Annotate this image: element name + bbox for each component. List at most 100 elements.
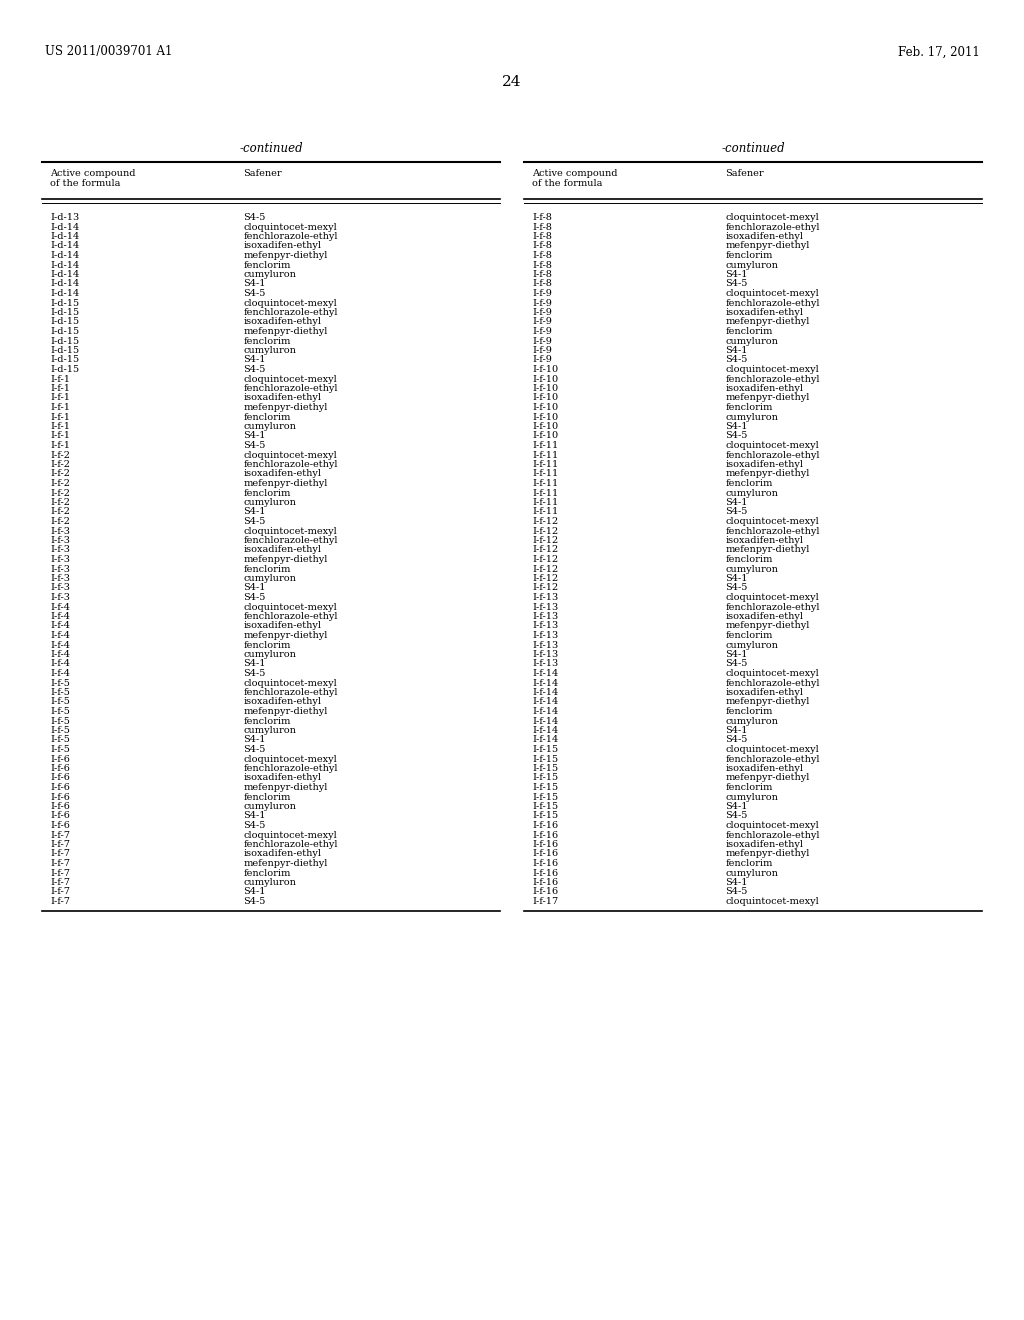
- Text: I-f-10: I-f-10: [532, 393, 558, 403]
- Text: I-f-1: I-f-1: [50, 384, 70, 393]
- Text: cloquintocet-mexyl: cloquintocet-mexyl: [726, 593, 819, 602]
- Text: S4-5: S4-5: [726, 432, 748, 441]
- Text: S4-5: S4-5: [726, 660, 748, 668]
- Text: S4-1: S4-1: [726, 498, 748, 507]
- Text: fenclorim: fenclorim: [244, 869, 291, 878]
- Text: fenclorim: fenclorim: [244, 640, 291, 649]
- Text: I-f-5: I-f-5: [50, 735, 70, 744]
- Text: isoxadifen-ethyl: isoxadifen-ethyl: [244, 545, 322, 554]
- Text: S4-1: S4-1: [244, 812, 266, 821]
- Text: I-f-1: I-f-1: [50, 403, 70, 412]
- Text: isoxadifen-ethyl: isoxadifen-ethyl: [244, 470, 322, 479]
- Text: I-d-14: I-d-14: [50, 280, 79, 289]
- Text: S4-1: S4-1: [726, 878, 748, 887]
- Text: cumyluron: cumyluron: [244, 574, 296, 583]
- Text: I-f-1: I-f-1: [50, 441, 70, 450]
- Text: I-f-13: I-f-13: [532, 593, 558, 602]
- Text: isoxadifen-ethyl: isoxadifen-ethyl: [244, 242, 322, 251]
- Text: fenchlorazole-ethyl: fenchlorazole-ethyl: [726, 602, 820, 611]
- Text: I-f-15: I-f-15: [532, 744, 558, 754]
- Text: S4-5: S4-5: [244, 593, 266, 602]
- Text: I-f-13: I-f-13: [532, 660, 558, 668]
- Text: I-f-11: I-f-11: [532, 488, 558, 498]
- Text: I-f-10: I-f-10: [532, 384, 558, 393]
- Text: fenchlorazole-ethyl: fenchlorazole-ethyl: [726, 375, 820, 384]
- Text: I-f-1: I-f-1: [50, 422, 70, 432]
- Text: I-f-5: I-f-5: [50, 678, 70, 688]
- Text: S4-5: S4-5: [244, 289, 266, 298]
- Text: I-f-11: I-f-11: [532, 450, 558, 459]
- Text: I-f-10: I-f-10: [532, 432, 558, 441]
- Text: I-f-11: I-f-11: [532, 479, 558, 488]
- Text: fenclorim: fenclorim: [726, 327, 773, 337]
- Text: I-f-3: I-f-3: [50, 527, 70, 536]
- Text: S4-1: S4-1: [244, 355, 266, 364]
- Text: S4-5: S4-5: [726, 887, 748, 896]
- Text: fenchlorazole-ethyl: fenchlorazole-ethyl: [244, 688, 338, 697]
- Text: I-f-14: I-f-14: [532, 717, 558, 726]
- Text: I-f-7: I-f-7: [50, 830, 70, 840]
- Text: cloquintocet-mexyl: cloquintocet-mexyl: [244, 375, 337, 384]
- Text: I-f-7: I-f-7: [50, 887, 70, 896]
- Text: I-f-11: I-f-11: [532, 498, 558, 507]
- Text: fenchlorazole-ethyl: fenchlorazole-ethyl: [726, 223, 820, 231]
- Text: I-f-5: I-f-5: [50, 697, 70, 706]
- Text: isoxadifen-ethyl: isoxadifen-ethyl: [244, 850, 322, 858]
- Text: I-f-16: I-f-16: [532, 840, 558, 849]
- Text: S4-5: S4-5: [726, 812, 748, 821]
- Text: mefenpyr-diethyl: mefenpyr-diethyl: [244, 554, 328, 564]
- Text: I-f-4: I-f-4: [50, 649, 70, 659]
- Text: I-f-14: I-f-14: [532, 678, 558, 688]
- Text: isoxadifen-ethyl: isoxadifen-ethyl: [726, 232, 804, 242]
- Text: isoxadifen-ethyl: isoxadifen-ethyl: [726, 764, 804, 774]
- Text: I-f-7: I-f-7: [50, 850, 70, 858]
- Text: S4-5: S4-5: [244, 213, 266, 222]
- Text: fenchlorazole-ethyl: fenchlorazole-ethyl: [244, 536, 338, 545]
- Text: cloquintocet-mexyl: cloquintocet-mexyl: [726, 821, 819, 830]
- Text: cloquintocet-mexyl: cloquintocet-mexyl: [244, 450, 337, 459]
- Text: I-f-13: I-f-13: [532, 631, 558, 640]
- Text: cloquintocet-mexyl: cloquintocet-mexyl: [244, 298, 337, 308]
- Text: I-f-15: I-f-15: [532, 803, 558, 810]
- Text: isoxadifen-ethyl: isoxadifen-ethyl: [244, 774, 322, 783]
- Text: mefenpyr-diethyl: mefenpyr-diethyl: [726, 242, 810, 251]
- Text: cloquintocet-mexyl: cloquintocet-mexyl: [726, 744, 819, 754]
- Text: cumyluron: cumyluron: [244, 346, 296, 355]
- Text: I-f-6: I-f-6: [50, 803, 70, 810]
- Text: I-f-8: I-f-8: [532, 223, 552, 231]
- Text: I-f-2: I-f-2: [50, 507, 70, 516]
- Text: I-f-2: I-f-2: [50, 498, 70, 507]
- Text: fenclorim: fenclorim: [244, 488, 291, 498]
- Text: cloquintocet-mexyl: cloquintocet-mexyl: [244, 830, 337, 840]
- Text: cumyluron: cumyluron: [244, 649, 296, 659]
- Text: I-f-4: I-f-4: [50, 622, 70, 631]
- Text: I-f-7: I-f-7: [50, 878, 70, 887]
- Text: -continued: -continued: [240, 141, 303, 154]
- Text: I-f-11: I-f-11: [532, 441, 558, 450]
- Text: I-f-6: I-f-6: [50, 783, 70, 792]
- Text: cumyluron: cumyluron: [244, 878, 296, 887]
- Text: I-d-13: I-d-13: [50, 213, 79, 222]
- Text: I-f-15: I-f-15: [532, 774, 558, 783]
- Text: I-d-15: I-d-15: [50, 337, 79, 346]
- Text: cloquintocet-mexyl: cloquintocet-mexyl: [726, 441, 819, 450]
- Text: I-f-3: I-f-3: [50, 593, 70, 602]
- Text: cumyluron: cumyluron: [244, 422, 296, 432]
- Text: I-f-4: I-f-4: [50, 631, 70, 640]
- Text: I-f-14: I-f-14: [532, 669, 558, 678]
- Text: Safener: Safener: [244, 169, 283, 178]
- Text: fenchlorazole-ethyl: fenchlorazole-ethyl: [726, 678, 820, 688]
- Text: cumyluron: cumyluron: [244, 803, 296, 810]
- Text: Active compound
of the formula: Active compound of the formula: [50, 169, 135, 189]
- Text: I-f-9: I-f-9: [532, 337, 552, 346]
- Text: I-f-4: I-f-4: [50, 660, 70, 668]
- Text: I-f-2: I-f-2: [50, 488, 70, 498]
- Text: isoxadifen-ethyl: isoxadifen-ethyl: [726, 536, 804, 545]
- Text: I-f-6: I-f-6: [50, 774, 70, 783]
- Text: mefenpyr-diethyl: mefenpyr-diethyl: [726, 850, 810, 858]
- Text: I-f-5: I-f-5: [50, 717, 70, 726]
- Text: fenchlorazole-ethyl: fenchlorazole-ethyl: [244, 764, 338, 774]
- Text: I-f-16: I-f-16: [532, 859, 558, 869]
- Text: Active compound
of the formula: Active compound of the formula: [532, 169, 617, 189]
- Text: I-f-7: I-f-7: [50, 859, 70, 869]
